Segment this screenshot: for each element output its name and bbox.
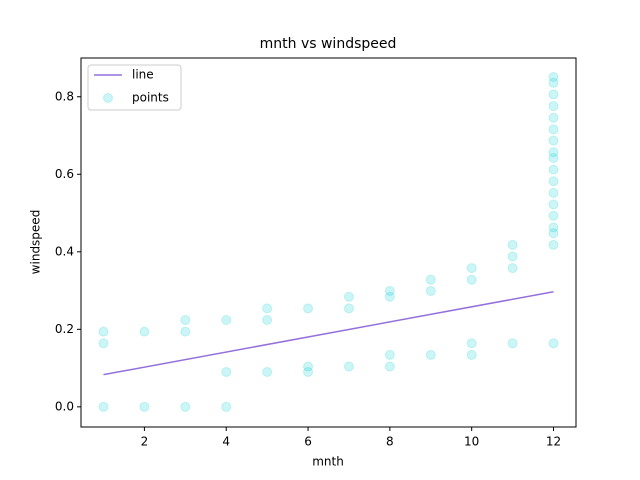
scatter-point (343, 303, 354, 314)
x-tick-label: 4 (222, 435, 230, 449)
scatter-point (548, 77, 559, 88)
scatter-point (548, 89, 559, 100)
scatter-point (466, 263, 477, 274)
scatter-point (139, 401, 150, 412)
plot-frame (80, 57, 577, 428)
scatter-point (548, 153, 559, 164)
scatter-point (548, 187, 559, 198)
scatter-point (548, 135, 559, 146)
x-tick-label: 2 (141, 435, 149, 449)
x-axis-label: mnth (312, 455, 344, 469)
y-axis-label: windspeed (29, 210, 43, 275)
scatter-point (548, 199, 559, 210)
scatter-point (343, 361, 354, 372)
scatter-point (262, 303, 273, 314)
scatter-point (303, 361, 314, 372)
legend-swatch (103, 93, 113, 103)
legend-label: line (132, 68, 154, 82)
y-tick-label: 0.6 (55, 167, 74, 181)
scatter-point (98, 338, 109, 349)
scatter-point (548, 101, 559, 112)
scatter-point (548, 222, 559, 233)
scatter-point (221, 315, 232, 326)
scatter-point (548, 71, 559, 82)
scatter-point (221, 401, 232, 412)
x-tick-label: 10 (464, 435, 479, 449)
scatter-point (384, 349, 395, 360)
scatter-point (548, 176, 559, 187)
scatter-point (180, 326, 191, 337)
scatter-point (548, 239, 559, 250)
y-tick-label: 0.8 (55, 89, 74, 103)
legend-label: points (132, 91, 169, 105)
scatter-point (262, 366, 273, 377)
scatter-point (384, 361, 395, 372)
scatter-point (425, 285, 436, 296)
legend: line points (87, 64, 182, 111)
scatter-point (303, 303, 314, 314)
scatter-point (180, 315, 191, 326)
x-tick-label: 8 (386, 435, 394, 449)
scatter-point (507, 263, 518, 274)
scatter-point (384, 285, 395, 296)
scatter-point (548, 147, 559, 158)
scatter-point (98, 326, 109, 337)
scatter-point (548, 228, 559, 239)
x-tick-label: 6 (304, 435, 312, 449)
scatter-point (548, 210, 559, 221)
scatter-point (466, 274, 477, 285)
scatter-point (180, 401, 191, 412)
scatter-point (507, 239, 518, 250)
scatter-point (303, 366, 314, 377)
scatter-point (139, 326, 150, 337)
scatter-point (221, 366, 232, 377)
scatter-point (548, 124, 559, 135)
scatter-point (466, 338, 477, 349)
scatter-point (548, 164, 559, 175)
scatter-point (98, 401, 109, 412)
legend-box (87, 64, 182, 111)
scatter-point (343, 291, 354, 302)
scatter-point (507, 251, 518, 262)
scatter-point (262, 315, 273, 326)
scatter-point (425, 274, 436, 285)
scatter-point (425, 349, 436, 360)
scatter-point (548, 338, 559, 349)
line-series (103, 290, 554, 376)
chart-title: mnth vs windspeed (260, 36, 397, 52)
y-tick-label: 0.0 (55, 399, 74, 413)
scatter-point (466, 349, 477, 360)
y-tick-label: 0.4 (55, 244, 74, 258)
scatter-point (507, 338, 518, 349)
scatter-point (548, 112, 559, 123)
x-tick-label: 12 (546, 435, 561, 449)
scatter-point (384, 291, 395, 302)
y-tick-label: 0.2 (55, 322, 74, 336)
